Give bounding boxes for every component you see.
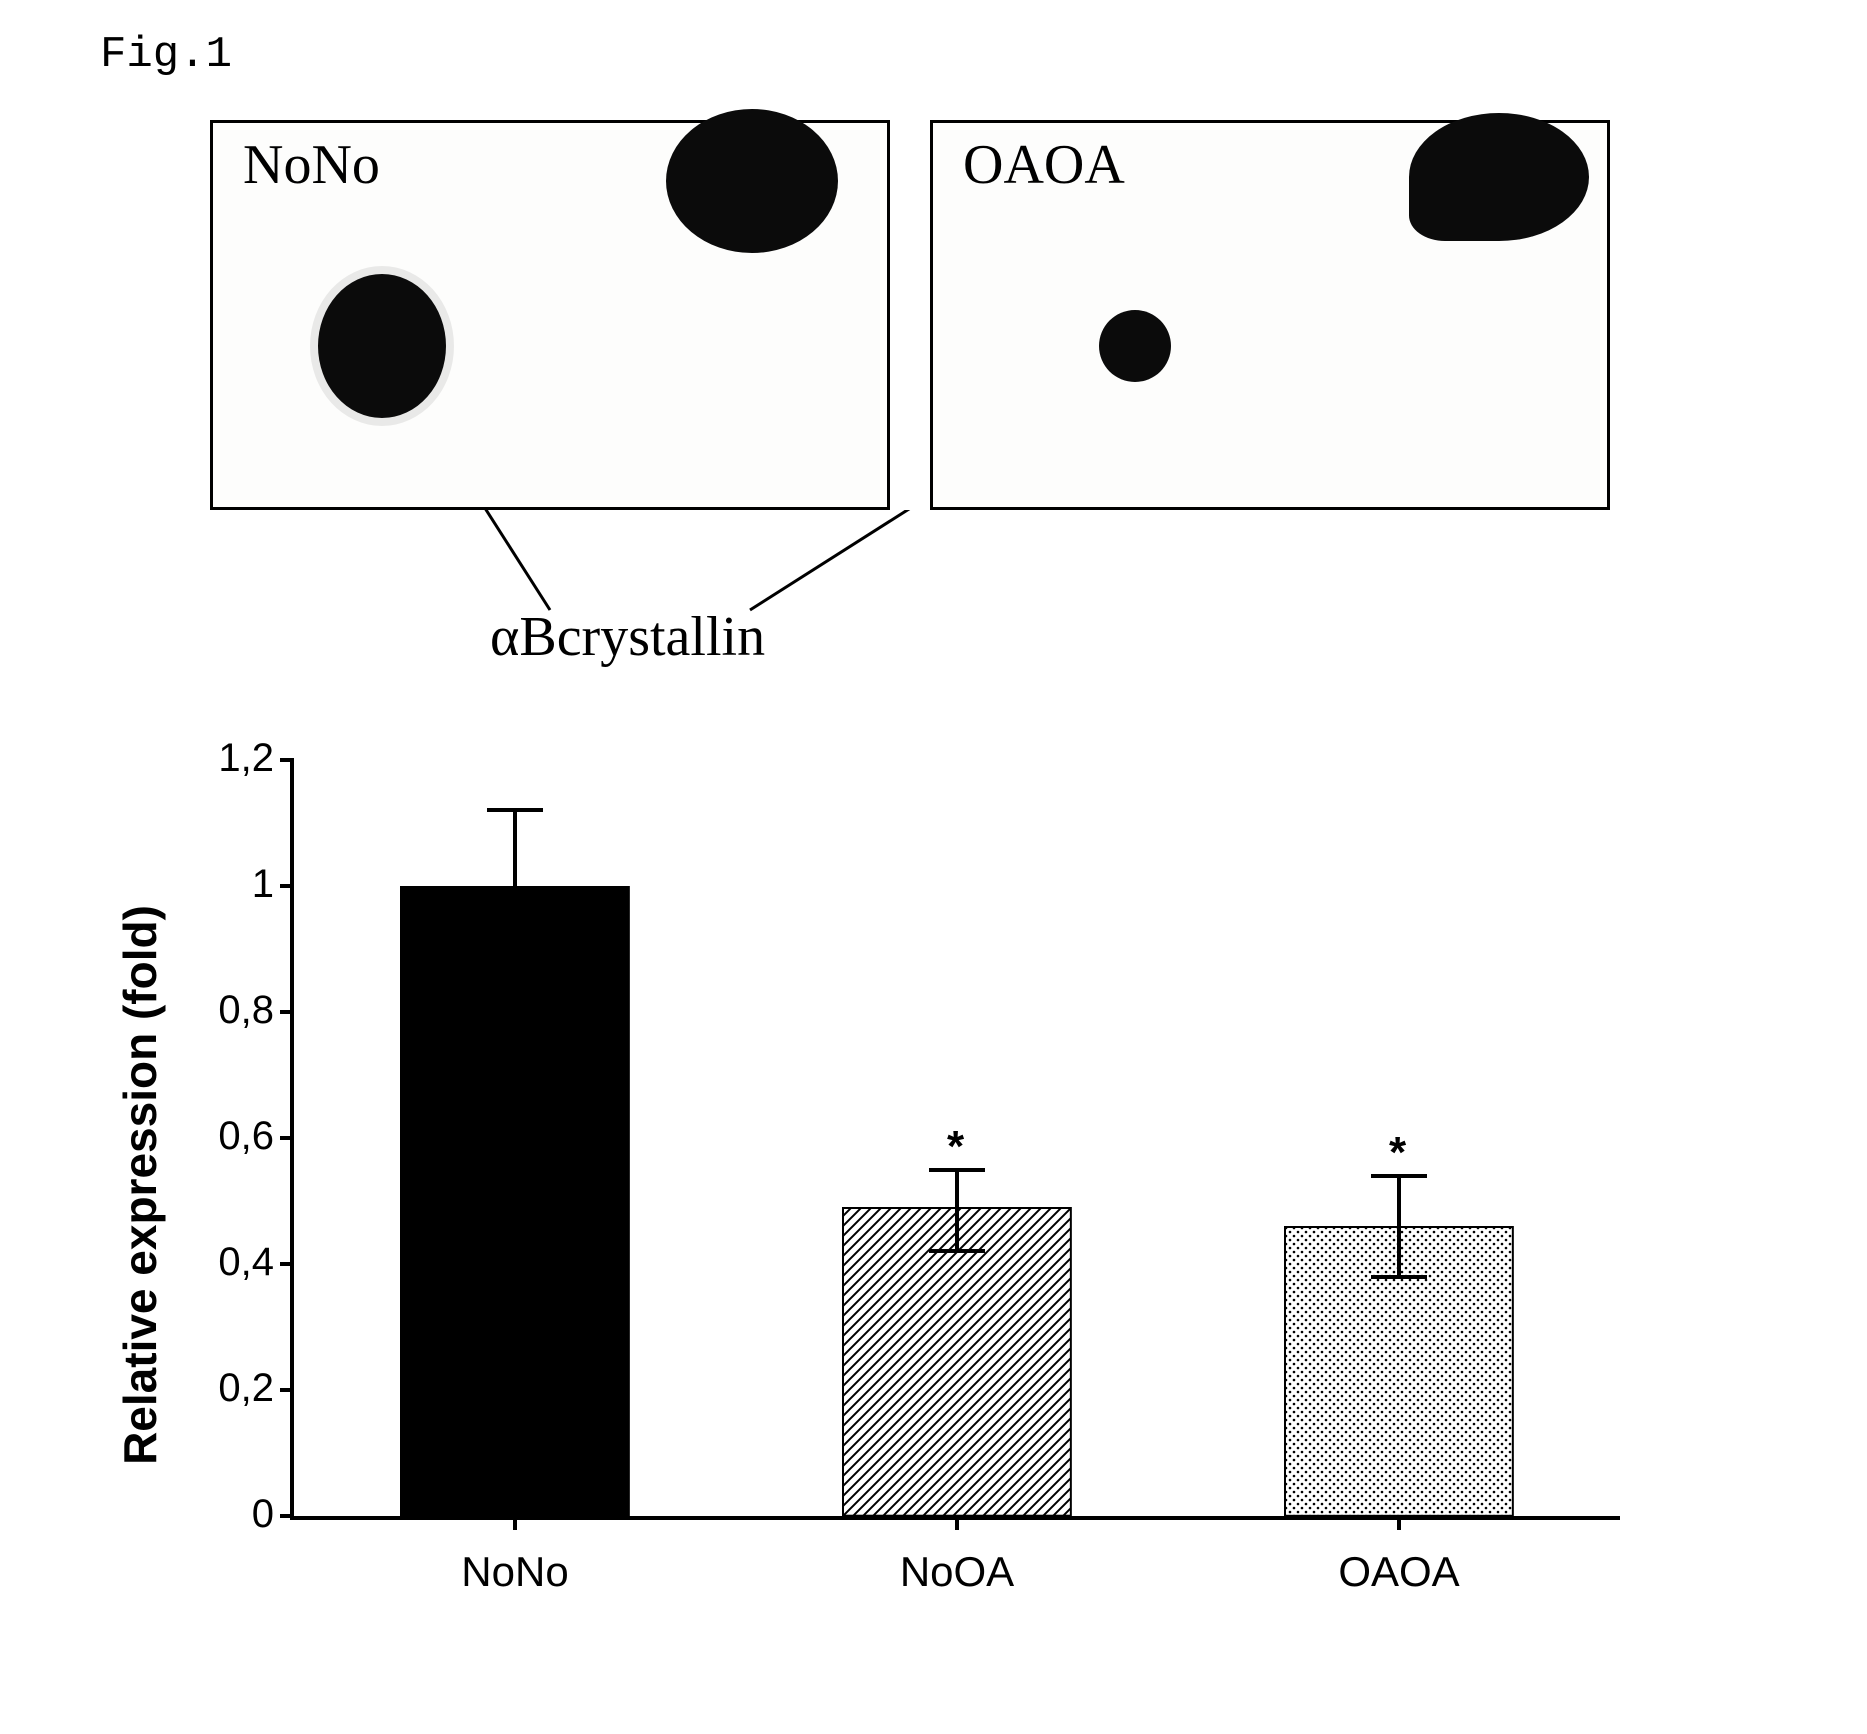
y-tick xyxy=(280,1262,294,1266)
figure-label: Fig.1 xyxy=(100,30,1807,80)
plot-area: 00,20,40,60,811,2NoNo*NoOA*OAOA xyxy=(290,760,1620,1520)
y-tick xyxy=(280,758,294,762)
y-tick xyxy=(280,1136,294,1140)
gel-panel-oaoa: OAOA xyxy=(930,120,1610,510)
y-tick-label: 0,8 xyxy=(194,988,274,1033)
panel-label-right: OAOA xyxy=(963,133,1125,197)
error-bar xyxy=(955,1170,959,1252)
y-tick-label: 0,6 xyxy=(194,1114,274,1159)
bar-chart: Relative expression (fold) 00,20,40,60,8… xyxy=(170,750,1670,1620)
bar xyxy=(400,886,630,1516)
significance-marker: * xyxy=(947,1122,964,1172)
bar xyxy=(842,1207,1072,1516)
y-tick-label: 0 xyxy=(194,1492,274,1537)
x-tick-label: NoOA xyxy=(867,1548,1047,1596)
pointer-area: αBcrystallin xyxy=(210,510,1807,690)
error-bar xyxy=(513,810,517,949)
x-tick xyxy=(513,1516,517,1530)
error-bar-cap xyxy=(487,947,543,951)
gel-panels-row: NoNo OAOA xyxy=(210,120,1807,510)
blot-spot xyxy=(666,109,838,253)
x-tick xyxy=(1397,1516,1401,1530)
y-tick xyxy=(280,1388,294,1392)
x-tick xyxy=(955,1516,959,1530)
panel-label-left: NoNo xyxy=(243,133,380,197)
y-tick xyxy=(280,1514,294,1518)
error-bar-cap xyxy=(487,808,543,812)
pointer-lines xyxy=(210,510,1650,690)
y-tick-label: 0,4 xyxy=(194,1240,274,1285)
error-bar xyxy=(1397,1176,1401,1277)
y-tick-label: 0,2 xyxy=(194,1366,274,1411)
y-axis-title: Relative expression (fold) xyxy=(113,905,167,1465)
x-tick-label: OAOA xyxy=(1309,1548,1489,1596)
y-tick-label: 1 xyxy=(194,862,274,907)
blot-spot xyxy=(318,274,446,418)
blot-spot xyxy=(1099,310,1171,382)
gel-panel-nono: NoNo xyxy=(210,120,890,510)
pointer-label: αBcrystallin xyxy=(490,605,765,669)
y-tick xyxy=(280,884,294,888)
significance-marker: * xyxy=(1389,1128,1406,1178)
x-tick-label: NoNo xyxy=(425,1548,605,1596)
blot-spot xyxy=(1409,113,1589,241)
error-bar-cap xyxy=(929,1249,985,1253)
y-tick-label: 1,2 xyxy=(194,736,274,781)
y-tick xyxy=(280,1010,294,1014)
error-bar-cap xyxy=(1371,1275,1427,1279)
